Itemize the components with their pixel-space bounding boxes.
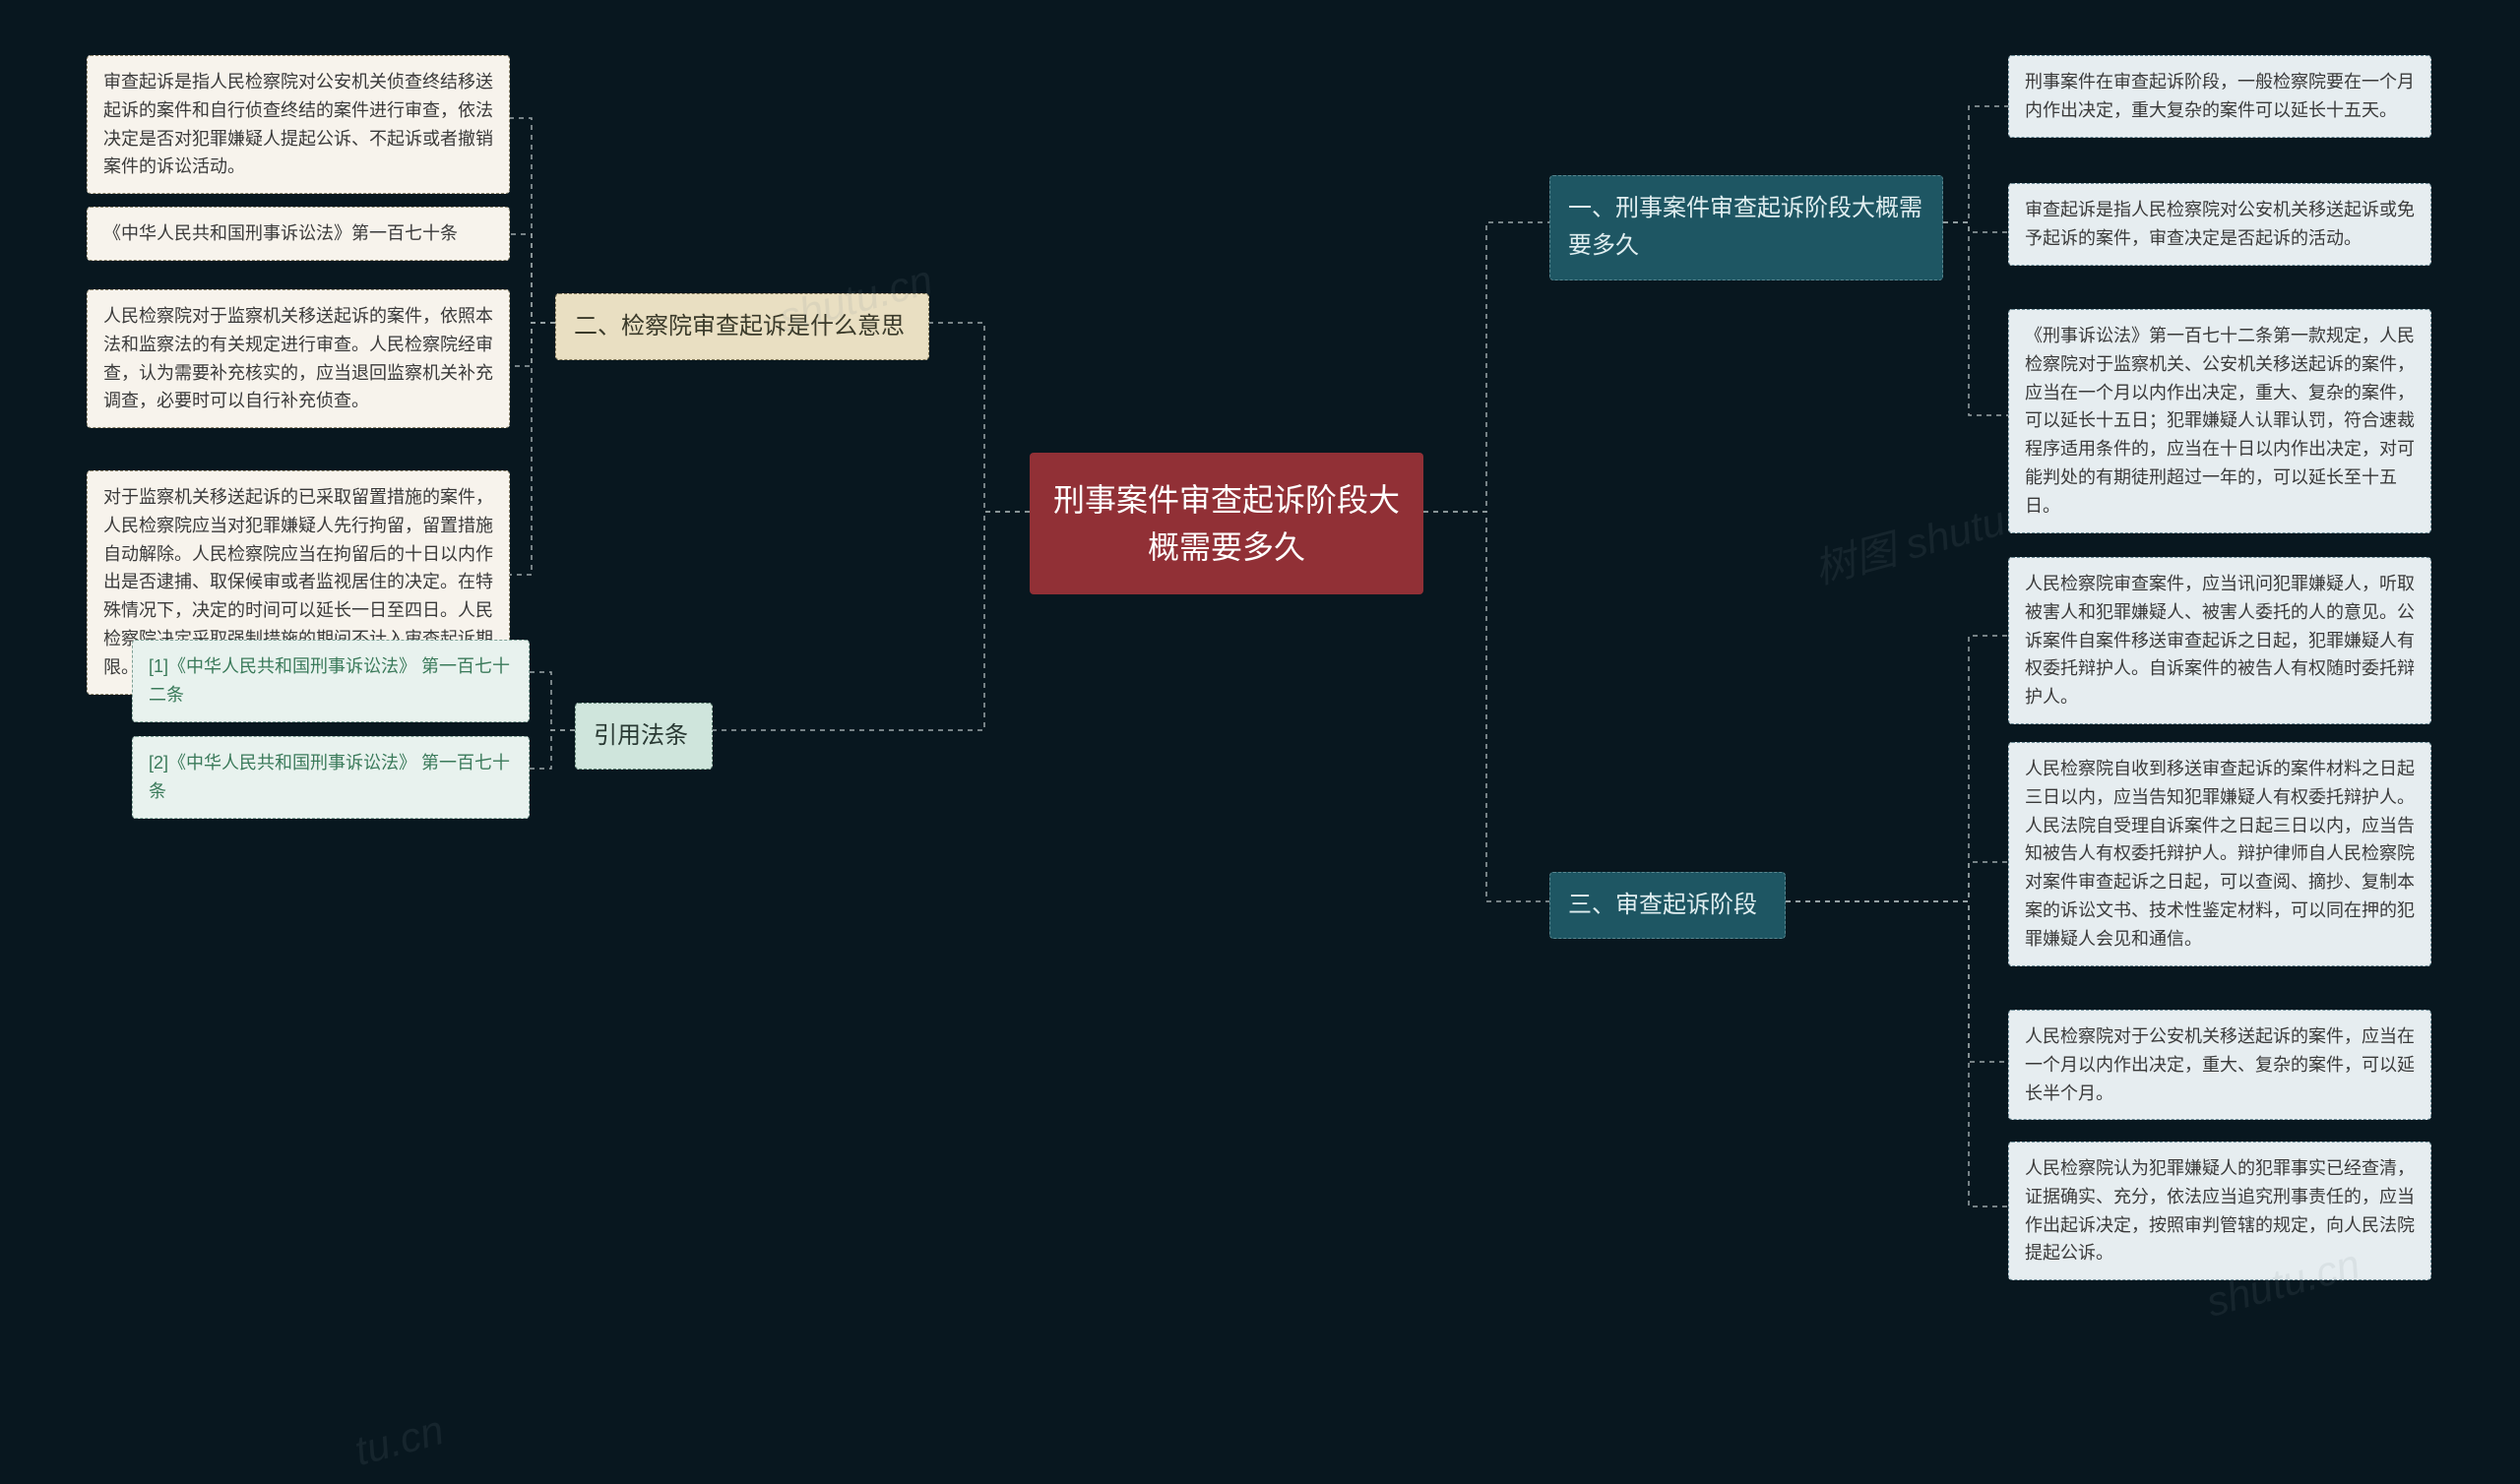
leaf-b1-2[interactable]: 审查起诉是指人民检察院对公安机关移送起诉或免予起诉的案件，审查决定是否起诉的活动… [2008,183,2431,266]
watermark: 树图 shutu [1806,487,2010,595]
connector [929,323,1030,512]
connector [1786,901,2008,1206]
branch-1[interactable]: 一、刑事案件审查起诉阶段大概需要多久 [1549,175,1943,280]
branch-2[interactable]: 二、检察院审查起诉是什么意思 [555,293,929,360]
leaf-ref-2[interactable]: [2]《中华人民共和国刑事诉讼法》 第一百七十条 [132,736,530,819]
center-node[interactable]: 刑事案件审查起诉阶段大概需要多久 [1030,453,1423,594]
leaf-b2-2[interactable]: 《中华人民共和国刑事诉讼法》第一百七十条 [87,207,510,261]
connector [530,730,575,769]
leaf-b2-1[interactable]: 审查起诉是指人民检察院对公安机关侦查终结移送起诉的案件和自行侦查终结的案件进行审… [87,55,510,194]
connector [1786,636,2008,901]
connector [530,672,575,730]
connector [1943,106,2008,222]
connector [1423,512,1549,901]
leaf-b1-1[interactable]: 刑事案件在审查起诉阶段，一般检察院要在一个月内作出决定，重大复杂的案件可以延长十… [2008,55,2431,138]
leaf-b3-4[interactable]: 人民检察院认为犯罪嫌疑人的犯罪事实已经查清，证据确实、充分，依法应当追究刑事责任… [2008,1142,2431,1280]
connector [510,234,555,323]
connector [1943,222,2008,232]
connector [1943,222,2008,415]
connector [510,323,555,575]
connector [1423,222,1549,512]
leaf-b3-3[interactable]: 人民检察院对于公安机关移送起诉的案件，应当在一个月以内作出决定，重大、复杂的案件… [2008,1010,2431,1120]
branch-3[interactable]: 三、审查起诉阶段 [1549,872,1786,939]
leaf-b3-2[interactable]: 人民检察院自收到移送审查起诉的案件材料之日起三日以内，应当告知犯罪嫌疑人有权委托… [2008,742,2431,966]
branch-ref[interactable]: 引用法条 [575,703,713,770]
leaf-b1-3[interactable]: 《刑事诉讼法》第一百七十二条第一款规定，人民检察院对于监察机关、公安机关移送起诉… [2008,309,2431,533]
connector [1786,901,2008,1062]
leaf-b2-3[interactable]: 人民检察院对于监察机关移送起诉的案件，依照本法和监察法的有关规定进行审查。人民检… [87,289,510,428]
connector [1786,862,2008,901]
leaf-ref-1[interactable]: [1]《中华人民共和国刑事诉讼法》 第一百七十二条 [132,640,530,722]
leaf-b3-1[interactable]: 人民检察院审查案件，应当讯问犯罪嫌疑人，听取被害人和犯罪嫌疑人、被害人委托的人的… [2008,557,2431,724]
connector [510,323,555,366]
connector [713,512,1030,730]
connector [510,118,555,323]
watermark: tu.cn [349,1406,448,1475]
